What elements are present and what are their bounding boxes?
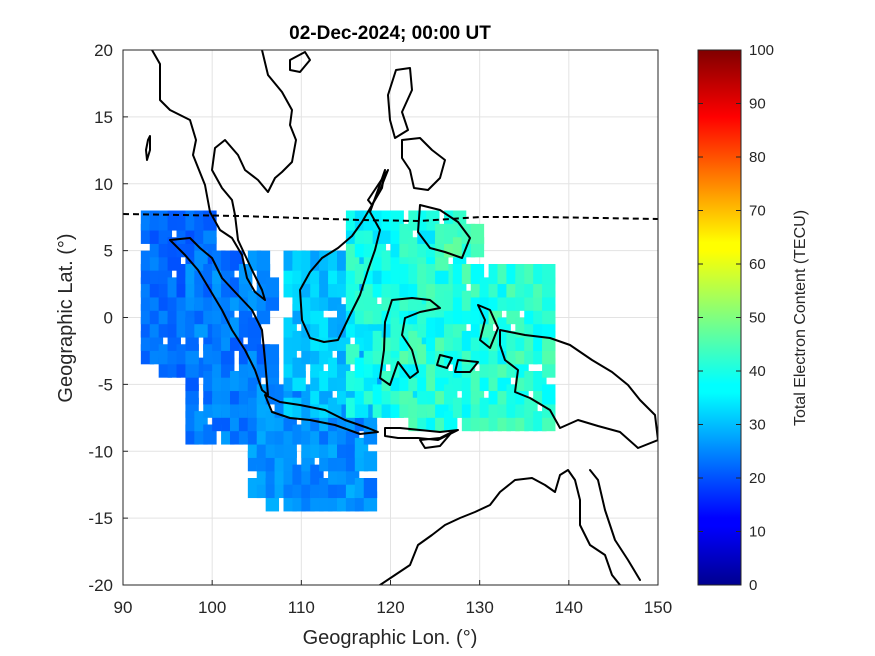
coastline-philippines-luzon bbox=[387, 67, 413, 139]
y-tick-label: 10 bbox=[94, 175, 113, 194]
x-tick-label: 130 bbox=[465, 598, 493, 617]
x-axis-title: Geographic Lon. (°) bbox=[303, 627, 478, 649]
tec-cell bbox=[470, 223, 485, 244]
coastline-timor bbox=[419, 431, 453, 449]
colorbar-tick-label: 30 bbox=[749, 417, 766, 434]
coastline-mainland-asia bbox=[151, 50, 297, 301]
x-tick-label: 150 bbox=[644, 598, 672, 617]
x-tick-label: 110 bbox=[288, 598, 315, 617]
x-tick-label: 100 bbox=[198, 598, 226, 617]
coastline-sumatra bbox=[169, 237, 269, 396]
coastline-indochina-coast bbox=[289, 51, 311, 73]
tec-cell bbox=[363, 478, 378, 499]
x-tick-label: 90 bbox=[114, 598, 133, 617]
coastline-buru bbox=[436, 354, 453, 369]
tec-cell bbox=[542, 264, 556, 285]
y-axis-title: Geographic Lat. (°) bbox=[55, 233, 77, 402]
coastline-new-guinea bbox=[499, 329, 658, 449]
tec-cell bbox=[265, 277, 280, 298]
colorbar-title: Total Electron Content (TECU) bbox=[792, 210, 809, 426]
colorbar-tick-label: 100 bbox=[749, 42, 774, 59]
colorbar bbox=[697, 49, 742, 586]
tec-cell bbox=[363, 451, 378, 472]
colorbar-tick-label: 70 bbox=[749, 203, 766, 220]
coastline-java bbox=[264, 394, 379, 435]
coastline-philippines-visayas bbox=[401, 137, 446, 191]
colorbar-tick-label: 60 bbox=[749, 256, 766, 273]
colorbar-tick-label: 0 bbox=[749, 577, 757, 594]
y-tick-label: 0 bbox=[104, 309, 113, 328]
colorbar-tick-label: 10 bbox=[749, 524, 766, 541]
x-tick-label: 140 bbox=[555, 598, 583, 617]
colorbar-tick-label: 50 bbox=[749, 310, 766, 327]
coastline-seram bbox=[454, 359, 479, 373]
y-tick-label: -5 bbox=[98, 375, 113, 394]
colorbar-tick-label: 90 bbox=[749, 96, 766, 113]
x-tick-label: 120 bbox=[376, 598, 404, 617]
coastline-sulawesi bbox=[379, 297, 441, 386]
y-tick-label: -10 bbox=[88, 442, 113, 461]
tec-cell bbox=[265, 344, 280, 365]
coastline-andaman bbox=[145, 135, 151, 161]
y-tick-label: 20 bbox=[94, 41, 113, 60]
tec-cell bbox=[256, 250, 271, 271]
tec-cell bbox=[542, 384, 556, 405]
coastline-mindanao bbox=[417, 204, 471, 259]
y-tick-label: 5 bbox=[104, 242, 113, 261]
coastline-australia-cape-york bbox=[589, 469, 641, 581]
colorbar-tick-label: 20 bbox=[749, 470, 766, 487]
y-axis-ticks: 20 15 10 5 0 -5 -10 -15 -20 bbox=[88, 41, 128, 595]
coastline-borneo bbox=[299, 169, 386, 343]
colorbar-tick-label: 40 bbox=[749, 363, 766, 380]
plot-title: 02-Dec-2024; 00:00 UT bbox=[289, 23, 491, 44]
x-axis-ticks: 90 100 110 120 130 140 150 bbox=[114, 580, 672, 617]
colorbar-tick-label: 80 bbox=[749, 149, 766, 166]
y-tick-label: -20 bbox=[88, 576, 113, 595]
coastline-palawan bbox=[367, 169, 389, 206]
coastline-australia bbox=[379, 469, 621, 585]
y-tick-label: 15 bbox=[94, 108, 113, 127]
y-tick-label: -15 bbox=[88, 509, 113, 528]
coastlines bbox=[145, 50, 658, 585]
coastline-halmahera bbox=[477, 304, 499, 349]
